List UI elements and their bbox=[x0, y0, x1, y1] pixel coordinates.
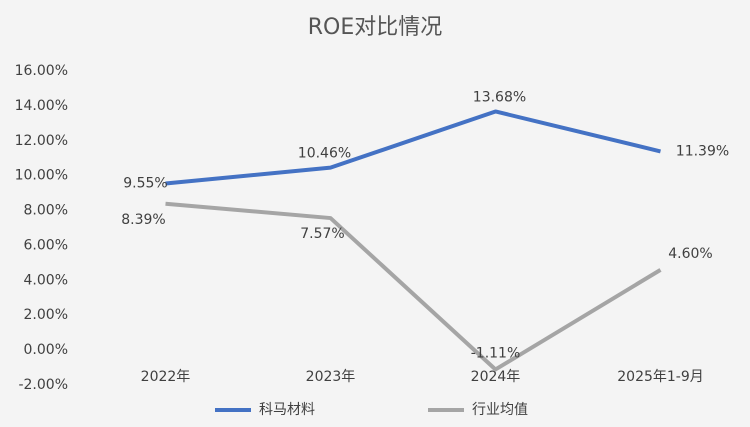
x-tick-label: 2023年 bbox=[306, 369, 356, 385]
legend-label: 科马材料 bbox=[259, 402, 315, 418]
y-tick-label: 14.00% bbox=[15, 98, 68, 114]
data-label: 7.57% bbox=[300, 226, 344, 242]
x-tick-label: 2024年 bbox=[471, 369, 521, 385]
x-tick-label: 2025年1-9月 bbox=[617, 369, 704, 385]
y-tick-label: 0.00% bbox=[24, 342, 68, 358]
y-tick-label: 16.00% bbox=[15, 63, 68, 79]
data-label: 8.39% bbox=[121, 212, 165, 228]
x-tick-label: 2022年 bbox=[141, 369, 191, 385]
data-label: -1.11% bbox=[471, 345, 521, 361]
data-label: 13.68% bbox=[473, 89, 526, 105]
chart-title: ROE对比情况 bbox=[308, 15, 443, 40]
series-line bbox=[165, 201, 662, 372]
data-label: 10.46% bbox=[298, 146, 351, 162]
y-tick-label: 2.00% bbox=[24, 307, 68, 323]
y-tick-label: 6.00% bbox=[24, 237, 68, 253]
y-tick-label: 4.00% bbox=[24, 272, 68, 288]
y-tick-label: 10.00% bbox=[15, 168, 68, 184]
y-tick-label: 12.00% bbox=[15, 133, 68, 149]
y-tick-label: 8.00% bbox=[24, 203, 68, 219]
data-label: 4.60% bbox=[668, 246, 712, 262]
legend-label: 行业均值 bbox=[472, 402, 528, 418]
series-line bbox=[165, 109, 661, 186]
data-label: 9.55% bbox=[123, 176, 167, 192]
data-label: 11.39% bbox=[676, 143, 729, 159]
y-tick-label: -2.00% bbox=[18, 377, 68, 393]
